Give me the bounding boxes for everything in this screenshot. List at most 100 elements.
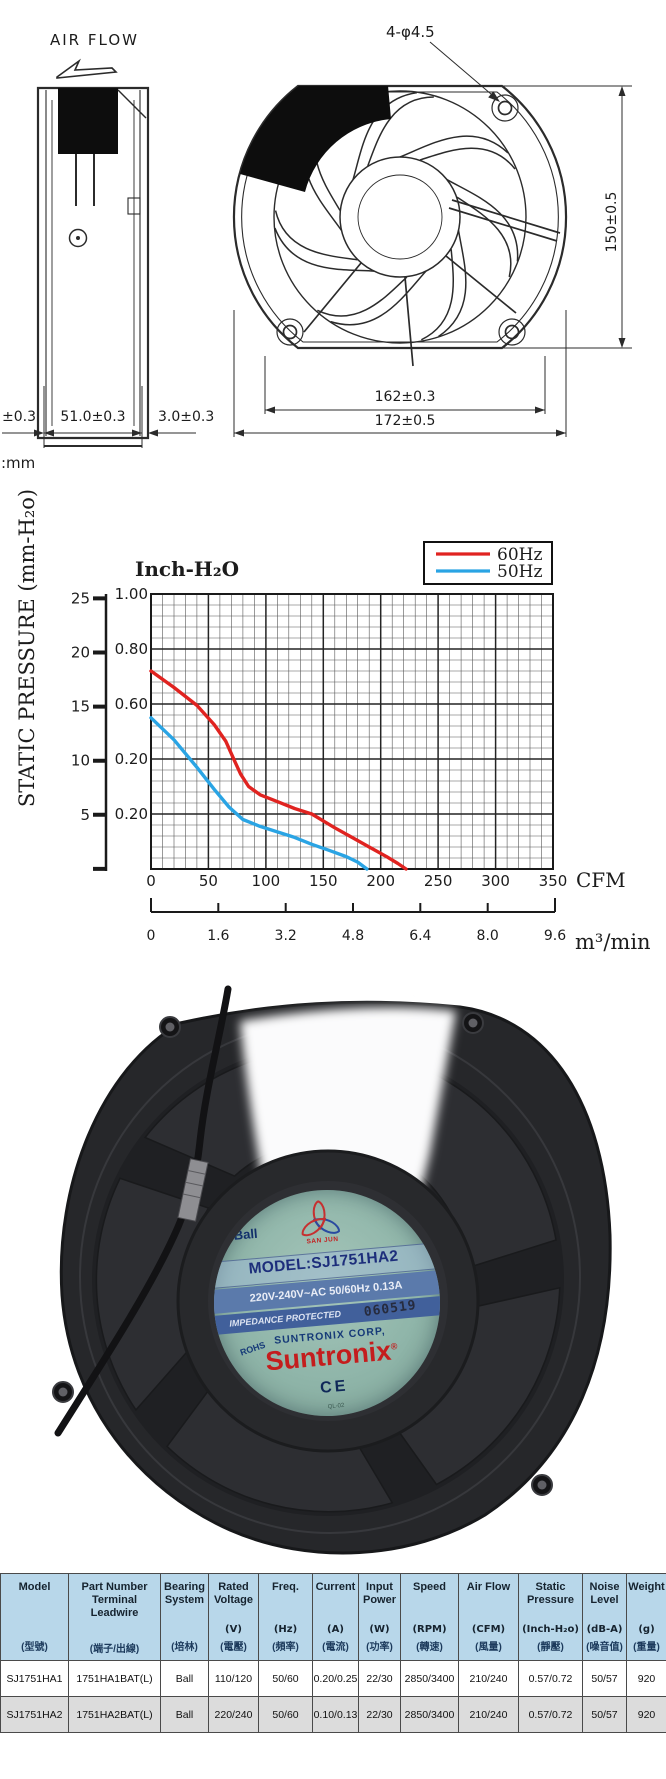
table-cell: 1751HA2BAT(L): [68, 1696, 161, 1733]
motor-block: [58, 88, 118, 154]
table-cell: 2850/3400: [400, 1660, 459, 1697]
dim-depth-label: 51.0±0.3: [60, 409, 125, 425]
tick-label: 15: [71, 698, 90, 716]
column-header: Rated Voltage (V) (電壓): [208, 1573, 259, 1661]
column-header: Input Power (W) (功率): [358, 1573, 401, 1661]
table-cell: Ball: [160, 1696, 209, 1733]
table-body: SJ1751HA1 1751HA1BAT(L) Ball 110/120 50/60 0.…: [0, 1660, 666, 1733]
product-photo: Ball SAN JUN MODEL:SJ1751HA2 220V-240V~A…: [30, 985, 630, 1570]
technical-drawing: AIR FLOW 4-φ4.5 150±0.5 162±0.3 172±0.5 …: [1, 23, 632, 472]
column-header: Freq. (Hz) (頻率): [258, 1573, 313, 1661]
table-cell: 1751HA1BAT(L): [68, 1660, 161, 1697]
tick-label: 8.0: [477, 928, 499, 944]
x-axis-label-cfm: CFM: [576, 868, 626, 892]
mm-axis-ticks: [93, 596, 107, 871]
tick-label: 3.2: [275, 928, 297, 944]
column-header: Noise Level (dB-A) (噪音值): [582, 1573, 627, 1661]
table-cell: 0.10/0.13: [312, 1696, 359, 1733]
curve-60hz: [149, 669, 408, 871]
table-header-row: Model (型號) Part Number Terminal Leadwire (端…: [0, 1573, 666, 1661]
curve-50hz: [149, 716, 369, 871]
air-flow-arrow-icon: [56, 58, 118, 79]
sanjun-logo-icon: [296, 1194, 344, 1242]
tick-label: 4.8: [342, 928, 364, 944]
tick-label: 1.00: [115, 585, 148, 603]
tick-label: 100: [252, 872, 281, 890]
table-cell: 22/30: [358, 1660, 401, 1697]
unit-note-label: :mm: [1, 454, 35, 472]
column-header: Current (A) (電流): [312, 1573, 359, 1661]
y-axis-label: STATIC PRESSURE (mm-H₂o): [15, 489, 39, 807]
dim-flange-label: 3.0±0.3: [158, 409, 214, 425]
grid-major: [150, 593, 554, 870]
table-cell: 920: [626, 1660, 666, 1697]
tick-label: 0.20: [115, 750, 148, 768]
column-header: Model (型號): [0, 1573, 69, 1661]
dim-height-label: 150±0.5: [604, 192, 620, 253]
table-cell: SJ1751HA1: [0, 1660, 69, 1697]
tick-label: 0: [146, 872, 156, 890]
table-cell: 50/60: [258, 1660, 313, 1697]
tick-label: 25: [71, 589, 90, 607]
label-bearing-type: Ball: [233, 1225, 259, 1243]
dim-left-label: ±0.3: [2, 409, 36, 425]
legend-label-50hz: 50Hz: [497, 562, 542, 582]
label-date-code: 060519: [363, 1297, 418, 1321]
plot-border: [150, 593, 554, 870]
column-header: Part Number Terminal Leadwire (端子/出線): [68, 1573, 161, 1661]
table-row: SJ1751HA1 1751HA1BAT(L) Ball 110/120 50/60 0.…: [0, 1660, 666, 1697]
chart-title: Inch-H₂O: [135, 557, 239, 581]
column-header: Static Pressure (Inch-H₂o) (靜壓): [518, 1573, 583, 1661]
tick-label: 10: [71, 752, 90, 770]
tick-label: 1.6: [207, 928, 229, 944]
tick-label: 0.20: [115, 805, 148, 823]
table-cell: 50/57: [582, 1696, 627, 1733]
tick-labels: 0 50 100 150 200 250 300 350 0 1.6 3.2 4.8 6.4 8.0 9.6…: [71, 585, 567, 944]
struts: [303, 199, 561, 367]
front-view: [232, 41, 632, 437]
table-row: SJ1751HA2 1751HA2BAT(L) Ball 220/240 50/60 0.…: [0, 1696, 666, 1733]
table-cell: 210/240: [458, 1696, 519, 1733]
registered-mark-icon: ®: [390, 1341, 398, 1352]
table-cell: 0.57/0.72: [518, 1660, 583, 1697]
column-header: Air Flow (CFM) (風量): [458, 1573, 519, 1661]
table-cell: 50/60: [258, 1696, 313, 1733]
table-cell: 110/120: [208, 1660, 259, 1697]
m3min-axis-ticks: [150, 898, 556, 912]
tick-label: 6.4: [409, 928, 431, 944]
spec-table: Model (型號) Part Number Terminal Leadwire (端…: [0, 1573, 666, 1733]
column-header: Weight (g) (重量): [626, 1573, 666, 1661]
tick-label: 20: [71, 644, 90, 662]
grid-minor: [151, 594, 553, 869]
tick-label: 200: [366, 872, 395, 890]
tick-label: 250: [424, 872, 453, 890]
dim-hole-pitch-label: 162±0.3: [375, 389, 436, 405]
tick-label: 300: [481, 872, 510, 890]
hole-note-label: 4-φ4.5: [386, 23, 435, 41]
table-cell: 2850/3400: [400, 1696, 459, 1733]
mounting-holes: [276, 94, 526, 346]
table-cell: SJ1751HA2: [0, 1696, 69, 1733]
table-cell: 22/30: [358, 1696, 401, 1733]
photo-mounting-holes: [52, 1012, 553, 1496]
chart-legend: 60Hz 50Hz: [423, 541, 553, 585]
tick-label: 9.6: [544, 928, 566, 944]
tick-label: 5: [80, 806, 90, 824]
cord-ferrule: [177, 1158, 209, 1222]
tick-label: 150: [309, 872, 338, 890]
air-flow-label: AIR FLOW: [50, 31, 139, 49]
performance-chart: 60Hz 50Hz Inch-H₂O STATIC PRESSURE (mm-H…: [15, 489, 651, 954]
table-cell: 220/240: [208, 1696, 259, 1733]
table-cell: 210/240: [458, 1660, 519, 1697]
tick-label: 0: [147, 928, 156, 944]
tick-label: 0.80: [115, 640, 148, 658]
tick-label: 350: [539, 872, 568, 890]
column-header: Bearing System (培林): [160, 1573, 209, 1661]
x-axis-label-m3min: m³/min: [575, 930, 651, 954]
side-view: [2, 86, 196, 448]
column-header: Speed (RPM) (轉速): [400, 1573, 459, 1661]
dim-width-label: 172±0.5: [375, 413, 436, 429]
table-cell: Ball: [160, 1660, 209, 1697]
tick-label: 50: [199, 872, 218, 890]
